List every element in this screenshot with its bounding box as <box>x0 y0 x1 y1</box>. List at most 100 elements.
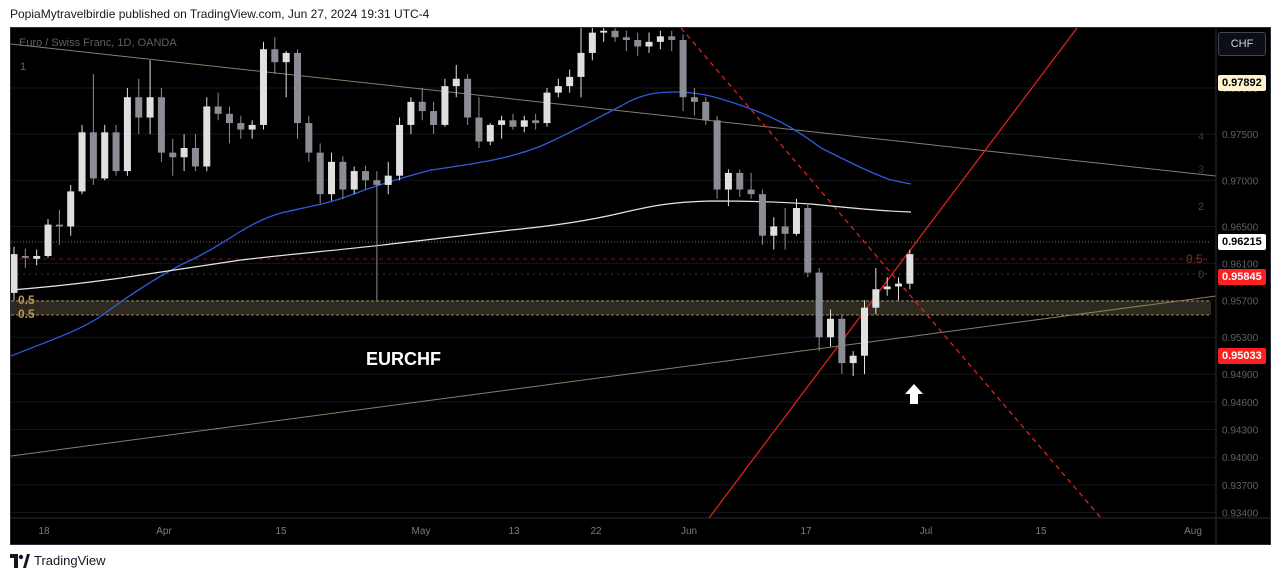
candle-body <box>101 132 109 179</box>
candle-body <box>826 318 834 338</box>
candle <box>282 51 290 98</box>
time-tick-label: 18 <box>38 526 50 537</box>
candle <box>237 115 245 139</box>
candle-body <box>78 132 86 192</box>
fib-label-0-5-zone-top: 0.5 <box>18 293 35 307</box>
fib-label-3-right: 3 <box>1198 164 1204 176</box>
candle <box>622 30 630 52</box>
candle <box>430 101 438 135</box>
candle-body <box>861 307 868 356</box>
candle <box>248 120 256 139</box>
candle <box>600 28 608 42</box>
candle <box>781 208 789 250</box>
candle <box>339 156 347 199</box>
candle-body <box>838 318 846 364</box>
candle <box>498 115 506 139</box>
candle-body <box>702 101 710 121</box>
candle <box>191 134 199 172</box>
candle <box>135 78 143 135</box>
candle <box>384 161 392 195</box>
price-tick-label: 0.93700 <box>1222 481 1259 492</box>
candle-body <box>588 32 596 53</box>
candle-body <box>67 191 75 227</box>
candle-body <box>271 49 279 63</box>
candle <box>305 115 313 162</box>
candle-body <box>815 272 823 338</box>
tradingview-logo[interactable]: TradingView <box>10 553 106 568</box>
time-tick-label: Aug <box>1184 526 1202 537</box>
price-chart[interactable]: 1 0.5 0.5 0.5 0 2 3 4 0.980000.975000.97… <box>11 28 1270 544</box>
candle <box>895 277 903 301</box>
candle <box>713 115 721 199</box>
fib-level-labels: 1 0.5 0.5 0.5 0 2 3 4 <box>18 61 1204 321</box>
candle-body <box>180 148 188 158</box>
candle-body <box>679 40 687 98</box>
candle <box>554 78 562 98</box>
blue-moving-average <box>11 91 912 357</box>
candle <box>724 169 732 207</box>
candle-body <box>781 226 789 234</box>
candle <box>736 169 744 197</box>
candle <box>169 138 177 176</box>
candle <box>441 78 449 127</box>
candle <box>373 171 381 301</box>
asset-label: EURCHF <box>366 349 441 369</box>
candle-body <box>44 224 52 256</box>
candle <box>883 277 891 296</box>
candle <box>225 106 233 144</box>
price-tick-label: 0.94300 <box>1222 426 1259 437</box>
chart-panel[interactable]: 1 0.5 0.5 0.5 0 2 3 4 0.980000.975000.97… <box>10 27 1271 545</box>
candle-body <box>543 92 551 124</box>
candle <box>259 41 267 130</box>
candle-body <box>418 101 426 112</box>
time-tick-label: May <box>412 526 431 537</box>
price-tick-label: 0.97500 <box>1222 130 1259 141</box>
candle <box>679 34 687 112</box>
time-axis[interactable]: 18 Apr 15 May 13 22 Jun 17 Jul 15 Aug <box>38 526 1201 537</box>
price-axis[interactable]: 0.980000.975000.970000.965000.961000.957… <box>1222 84 1259 520</box>
candle <box>350 166 358 195</box>
candle-body <box>33 256 41 259</box>
fib-label-4-right: 4 <box>1198 131 1204 143</box>
candle <box>407 97 415 135</box>
candle <box>634 32 642 56</box>
currency-button[interactable]: CHF <box>1218 32 1266 56</box>
trendlines <box>11 28 1217 519</box>
candle <box>702 97 710 125</box>
candle <box>804 203 812 278</box>
tradingview-brand-text: TradingView <box>34 553 106 568</box>
price-badge-current: 0.96215 <box>1218 234 1266 250</box>
time-tick-label: Jul <box>920 526 933 537</box>
time-tick-label: Jun <box>681 526 697 537</box>
price-tick-label: 0.93400 <box>1222 509 1259 520</box>
price-badge-red-upper: 0.95845 <box>1218 269 1266 285</box>
candle <box>271 37 279 75</box>
candle <box>452 64 460 98</box>
candle-body <box>282 52 290 63</box>
candle-body <box>146 97 154 118</box>
candle <box>486 123 494 146</box>
candle-body <box>21 256 29 258</box>
candle <box>861 300 868 375</box>
candle <box>668 30 676 52</box>
candle-body <box>690 97 698 102</box>
candle-body <box>135 97 143 118</box>
candle-body <box>157 97 165 153</box>
candle <box>203 97 211 172</box>
candle-body <box>112 132 120 172</box>
price-tick-label: 0.95700 <box>1222 296 1259 307</box>
candle <box>112 124 120 176</box>
candle-body <box>758 194 766 236</box>
price-tick-label: 0.96100 <box>1222 259 1259 270</box>
price-tick-label: 0.97000 <box>1222 176 1259 187</box>
price-badge-red-lower: 0.95033 <box>1218 348 1266 364</box>
candle <box>645 32 653 53</box>
candle <box>826 309 834 347</box>
support-zone <box>11 301 1211 315</box>
candle <box>11 246 18 301</box>
candle-body <box>713 120 721 190</box>
candle <box>78 124 86 195</box>
candle-body <box>441 86 449 125</box>
time-tick-label: 13 <box>508 526 520 537</box>
candle-body <box>532 120 540 124</box>
